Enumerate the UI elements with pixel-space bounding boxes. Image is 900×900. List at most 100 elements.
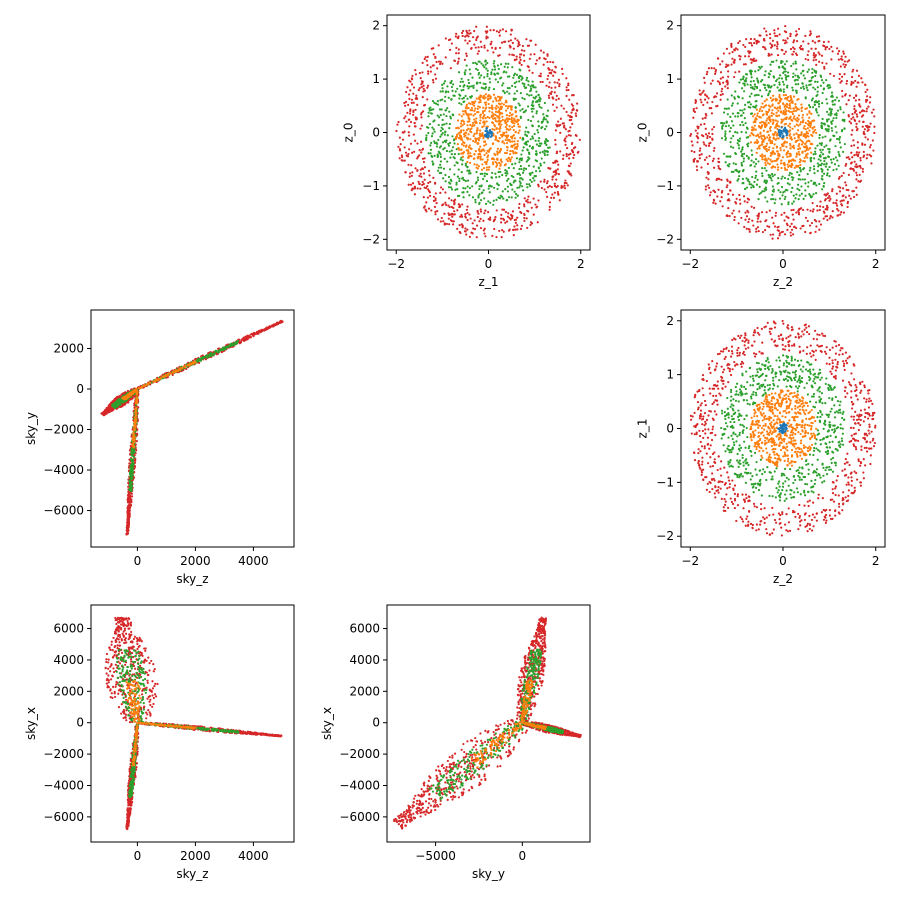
point-middle xyxy=(530,104,533,107)
point-outer xyxy=(812,525,815,528)
point-middle xyxy=(741,182,744,185)
point-outer xyxy=(807,42,810,45)
point-middle xyxy=(518,167,521,171)
point-outer xyxy=(708,480,711,484)
point-outer xyxy=(827,40,830,43)
point-outer xyxy=(565,77,568,80)
point-outer xyxy=(712,149,715,152)
point-middle xyxy=(539,164,542,167)
point-outer xyxy=(768,225,771,228)
point-outer xyxy=(872,149,875,152)
point-inner xyxy=(770,111,773,115)
point-outer xyxy=(852,96,856,99)
point-middle xyxy=(791,89,795,92)
point-inner xyxy=(512,128,515,132)
point-middle xyxy=(753,83,757,86)
point-outer xyxy=(569,162,572,165)
point-middle xyxy=(785,86,789,89)
point-outer xyxy=(825,204,829,208)
point-middle xyxy=(480,191,483,195)
point-inner xyxy=(505,117,509,120)
point-outer xyxy=(747,227,750,231)
point-outer xyxy=(853,470,856,473)
point-outer xyxy=(845,103,848,106)
point-middle xyxy=(806,88,809,92)
point-outer xyxy=(850,80,853,83)
y-tick-label: 2 xyxy=(372,19,380,33)
point-middle xyxy=(793,79,796,82)
point-outer xyxy=(744,347,747,350)
point-outer xyxy=(702,378,705,382)
point-outer xyxy=(489,216,492,219)
point-outer xyxy=(476,215,479,219)
point-middle xyxy=(741,77,745,81)
point-outer xyxy=(703,424,706,427)
point-outer xyxy=(704,127,707,130)
point-outer xyxy=(401,155,404,159)
point-outer xyxy=(839,349,842,352)
point-middle xyxy=(430,112,433,115)
point-outer xyxy=(761,230,765,234)
point-inner xyxy=(778,105,781,108)
point-outer xyxy=(429,66,432,69)
point-middle xyxy=(513,81,516,85)
point-middle xyxy=(726,155,730,158)
point-outer xyxy=(791,46,795,49)
point-middle xyxy=(827,415,830,419)
point-inner xyxy=(461,110,465,113)
point-inner xyxy=(797,97,800,101)
point-middle xyxy=(472,61,475,65)
point-outer xyxy=(725,80,728,83)
point-outer xyxy=(492,51,495,54)
point-outer xyxy=(731,338,734,342)
point-inner xyxy=(492,93,496,96)
point-inner xyxy=(807,135,810,138)
point-outer xyxy=(570,142,573,146)
point-outer xyxy=(529,201,532,204)
point-inner xyxy=(762,134,765,137)
point-outer xyxy=(553,91,556,94)
point-outer xyxy=(411,151,414,154)
point-outer xyxy=(443,212,446,215)
point-outer xyxy=(867,447,871,450)
point-outer xyxy=(726,64,729,68)
point-outer xyxy=(851,167,855,171)
point-middle xyxy=(723,122,726,125)
point-inner xyxy=(484,117,487,120)
point-outer xyxy=(834,369,837,372)
point-middle xyxy=(520,159,523,162)
point-outer xyxy=(859,391,862,394)
point-inner xyxy=(479,145,482,148)
point-outer xyxy=(565,86,568,89)
point-outer xyxy=(742,63,746,66)
point-inner xyxy=(476,142,480,145)
point-inner xyxy=(482,96,485,99)
point-middle xyxy=(741,97,744,100)
point-outer xyxy=(842,52,845,55)
point-middle xyxy=(481,64,485,67)
point-outer xyxy=(550,196,553,199)
point-inner xyxy=(469,109,472,112)
point-outer xyxy=(554,86,557,89)
point-outer xyxy=(815,519,818,522)
point-outer xyxy=(781,230,784,233)
point-outer xyxy=(453,202,456,205)
point-outer xyxy=(430,209,433,212)
point-outer xyxy=(465,54,468,58)
point-middle xyxy=(827,113,830,116)
point-inner xyxy=(465,113,469,116)
point-outer xyxy=(555,151,558,155)
point-outer xyxy=(838,353,841,356)
point-outer xyxy=(538,56,541,59)
point-outer xyxy=(518,43,521,46)
point-outer xyxy=(542,63,545,66)
point-middle xyxy=(427,115,430,118)
point-outer xyxy=(754,355,757,358)
point-outer xyxy=(560,104,563,107)
point-inner xyxy=(486,149,489,152)
point-outer xyxy=(791,213,794,216)
point-inner xyxy=(804,136,808,139)
point-outer xyxy=(818,228,821,231)
point-inner xyxy=(475,117,478,120)
